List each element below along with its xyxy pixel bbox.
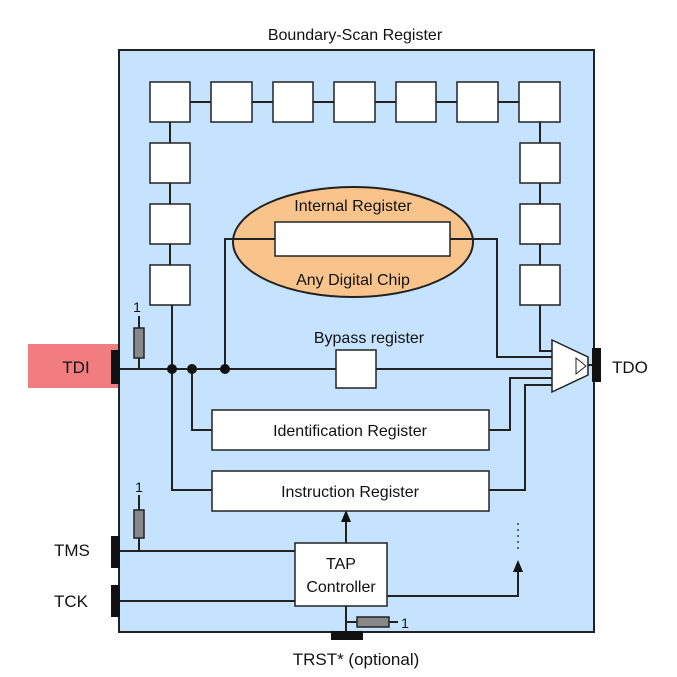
- tap-controller-box: [294, 542, 388, 607]
- trst-pullup-resistor: [356, 616, 390, 628]
- identification-register-label: Identification Register: [273, 423, 428, 440]
- arrow-up-icon: [341, 510, 351, 522]
- mux-buffer-icon: [575, 356, 587, 376]
- tms-label: TMS: [54, 541, 90, 560]
- junction-dot: [167, 364, 177, 374]
- boundary-chain-wires: [169, 101, 541, 265]
- tck-pin: [111, 585, 120, 617]
- tms-pullup-resistor: [133, 509, 145, 539]
- boundary-cell: [149, 264, 191, 306]
- boundary-cell: [519, 264, 561, 306]
- tdi-pullup-label: 1: [133, 299, 141, 315]
- boundary-cell: [518, 81, 561, 123]
- junction-dot: [220, 364, 230, 374]
- tap-label: TAP: [326, 556, 356, 573]
- chip-body: [118, 49, 595, 633]
- any-digital-chip-label: Any Digital Chip: [296, 272, 410, 289]
- junction-dot: [187, 364, 197, 374]
- identification-register-box: [211, 409, 490, 451]
- bypass-register-label: Bypass register: [314, 330, 425, 347]
- boundary-cell: [333, 81, 376, 123]
- boundary-cell: [149, 81, 191, 123]
- tms-pin: [111, 536, 120, 568]
- junction-dots: [167, 364, 230, 374]
- tdi-highlight: [28, 344, 118, 388]
- bypass-register-box: [335, 349, 377, 389]
- tdi-pin: [111, 350, 120, 384]
- controller-label: Controller: [306, 579, 376, 596]
- tms-pullup-label: 1: [135, 479, 143, 495]
- instruction-register-label: Instruction Register: [281, 484, 420, 501]
- boundary-cell: [149, 142, 191, 184]
- boundary-cell: [456, 81, 499, 123]
- signal-wires: [119, 238, 596, 632]
- internal-register-box: [274, 221, 451, 257]
- tdi-pullup-resistor: [133, 327, 145, 359]
- tdo-label: TDO: [612, 358, 648, 377]
- boundary-cell: [519, 142, 561, 184]
- boundary-cell: [210, 81, 253, 123]
- internal-register-label: Internal Register: [294, 198, 412, 215]
- tck-label: TCK: [54, 592, 89, 611]
- boundary-cell: [519, 203, 561, 245]
- instruction-register-box: [211, 470, 490, 512]
- output-multiplexer: [551, 338, 589, 394]
- trst-pullup-label: 1: [401, 615, 409, 631]
- boundary-scan-cells: [149, 81, 561, 306]
- tdi-label: TDI: [62, 358, 89, 377]
- arrow-up-icon: [513, 560, 523, 572]
- boundary-cell: [149, 203, 191, 245]
- tdo-pin: [592, 348, 601, 382]
- trst-pin: [331, 631, 363, 640]
- boundary-cell: [395, 81, 437, 123]
- boundary-cell: [272, 81, 314, 123]
- diagram-title: Boundary-Scan Register: [268, 27, 443, 44]
- trst-label: TRST* (optional): [293, 650, 420, 669]
